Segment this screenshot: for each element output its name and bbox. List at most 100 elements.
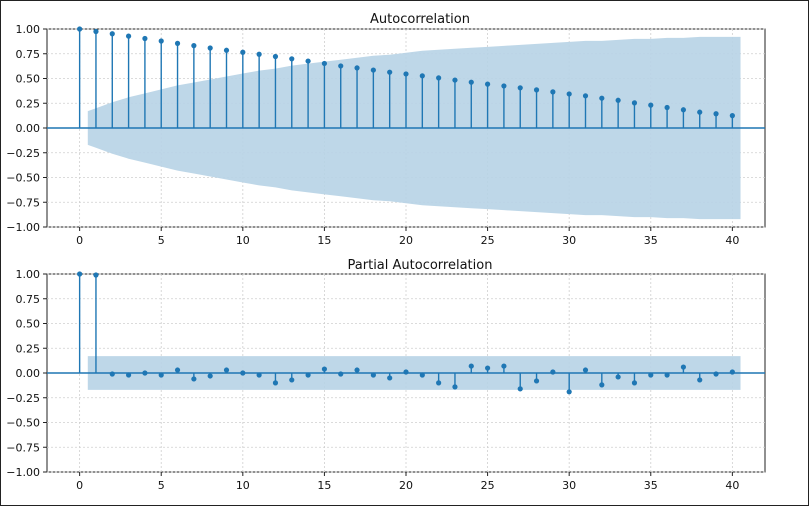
pacf-stem-marker: [354, 367, 360, 373]
acf-x-tick-label: 40: [725, 234, 739, 247]
pacf-stem-marker: [566, 389, 572, 395]
acf-stem-marker: [729, 113, 735, 119]
pacf-grid: [47, 273, 765, 473]
acf-stem-marker: [387, 69, 393, 75]
acf-stem-marker: [680, 107, 687, 113]
pacf-stem-marker: [550, 369, 556, 375]
acf-x-tick-label: 15: [317, 234, 331, 247]
pacf-stem-marker: [321, 366, 328, 372]
acf-title: Autocorrelation: [370, 12, 470, 27]
pacf-y-tick-label: 0.00: [16, 367, 41, 380]
acf-x-tick-label: 35: [644, 234, 658, 247]
acf-stem-marker: [533, 87, 540, 93]
acf-stem-marker: [631, 100, 638, 106]
acf-y-tick-label: 0.75: [16, 48, 41, 61]
acf-stem-marker: [125, 33, 132, 39]
acf-x-tick-label: 5: [158, 234, 165, 247]
pacf-x-tick-label: 25: [481, 479, 495, 492]
pacf-stem-marker: [697, 377, 703, 383]
pacf-y-tick-label: −0.25: [6, 392, 40, 405]
pacf-y-tick-label: −1.00: [6, 466, 40, 479]
acf-stem-marker: [566, 91, 572, 97]
acf-stem-marker: [582, 93, 589, 99]
pacf-stem-marker: [223, 367, 230, 373]
pacf-stem-marker: [729, 369, 735, 375]
acf-stem-marker: [370, 67, 376, 73]
acf-stem-marker: [599, 95, 605, 101]
acf-stem-marker: [648, 102, 654, 108]
acf-stem-marker: [403, 71, 409, 77]
acf-stem-marker: [517, 85, 523, 91]
pacf-x-tick-label: 40: [725, 479, 739, 492]
acf-stem-marker: [240, 49, 246, 55]
pacf-stem-marker: [191, 376, 197, 382]
pacf-panel: 1.00 0.75 0.50 0.25 0.00 −0.25 −0.50 −0.75 −1.00…: [6, 258, 766, 492]
acf-stem-marker: [321, 60, 328, 67]
acf-stem-marker: [452, 77, 458, 83]
pacf-y-tick-label: −0.50: [6, 417, 40, 430]
acf-stem-marker: [191, 43, 197, 49]
acf-stem-marker: [501, 83, 507, 89]
acf-stems: [77, 26, 735, 128]
pacf-x-tick-label: 20: [399, 479, 413, 492]
acf-y-tick-labels: 1.00 0.75 0.50 0.25 0.00 −0.25 −0.50 −0.75 −1.00: [6, 23, 47, 234]
pacf-x-tick-label: 0: [76, 479, 83, 492]
acf-stem-marker: [419, 73, 425, 79]
acf-y-tick-label: 1.00: [16, 23, 41, 36]
pacf-stem-marker: [599, 382, 605, 388]
pacf-stem-marker: [484, 365, 491, 371]
pacf-stem-marker: [680, 364, 687, 370]
acf-stem-marker: [484, 81, 491, 87]
pacf-x-tick-label: 30: [562, 479, 576, 492]
pacf-stem-marker: [631, 380, 638, 386]
pacf-stem-marker: [403, 369, 409, 375]
acf-stem-marker: [615, 97, 621, 103]
pacf-stem-marker: [109, 371, 115, 377]
pacf-x-tick-labels: 0 5 10 15 20 25 30 35 40: [76, 472, 739, 492]
acf-stem-marker: [697, 109, 703, 115]
pacf-x-tick-label: 15: [317, 479, 331, 492]
acf-stem-marker: [338, 63, 344, 69]
acf-stem-marker: [354, 65, 360, 71]
acf-stem-marker: [289, 56, 295, 62]
pacf-y-tick-label: −0.75: [6, 441, 40, 454]
acf-y-tick-label: −1.00: [6, 221, 40, 234]
acf-stem-marker: [207, 45, 213, 51]
pacf-stem-marker: [207, 373, 213, 379]
acf-y-tick-label: 0.00: [16, 122, 41, 135]
pacf-x-tick-label: 35: [644, 479, 658, 492]
acf-panel: 1.00 0.75 0.50 0.25 0.00 −0.25 −0.50 −0.75 −1.00…: [6, 12, 766, 247]
pacf-y-tick-labels: 1.00 0.75 0.50 0.25 0.00 −0.25 −0.50 −0.75 −1.00: [6, 268, 47, 479]
acf-stem-marker: [223, 47, 230, 53]
acf-y-tick-label: −0.75: [6, 196, 40, 209]
acf-stem-marker: [550, 89, 556, 95]
acf-x-tick-label: 10: [236, 234, 250, 247]
pacf-y-tick-label: 1.00: [16, 268, 41, 281]
acf-stem-marker: [142, 35, 148, 42]
pacf-stem-marker: [289, 377, 295, 383]
pacf-stem-marker: [272, 380, 279, 386]
pacf-stem-marker: [387, 375, 393, 381]
pacf-stem-marker: [615, 374, 621, 380]
pacf-stem-marker: [582, 367, 589, 373]
acf-stem-marker: [174, 40, 181, 46]
pacf-stem-marker: [713, 371, 719, 377]
acf-stem-marker: [256, 51, 262, 57]
pacf-x-tick-label: 10: [236, 479, 250, 492]
pacf-stem-marker: [338, 371, 344, 377]
pacf-stem-marker: [517, 386, 523, 392]
pacf-stem-marker: [452, 384, 458, 390]
pacf-title: Partial Autocorrelation: [348, 258, 493, 273]
acf-stem-marker: [158, 38, 164, 44]
acf-x-tick-labels: 0 5 10 15 20 25 30 35 40: [76, 227, 739, 247]
pacf-stem-marker: [174, 367, 181, 373]
acf-x-tick-label: 0: [76, 234, 83, 247]
acf-stem-marker: [77, 26, 83, 32]
pacf-stem-marker: [533, 378, 540, 384]
pacf-y-tick-label: 0.75: [16, 293, 41, 306]
acf-stem-marker: [468, 79, 474, 85]
acf-stem-marker: [713, 111, 719, 117]
acf-stem-marker: [664, 104, 670, 111]
pacf-stem-marker: [501, 363, 507, 369]
